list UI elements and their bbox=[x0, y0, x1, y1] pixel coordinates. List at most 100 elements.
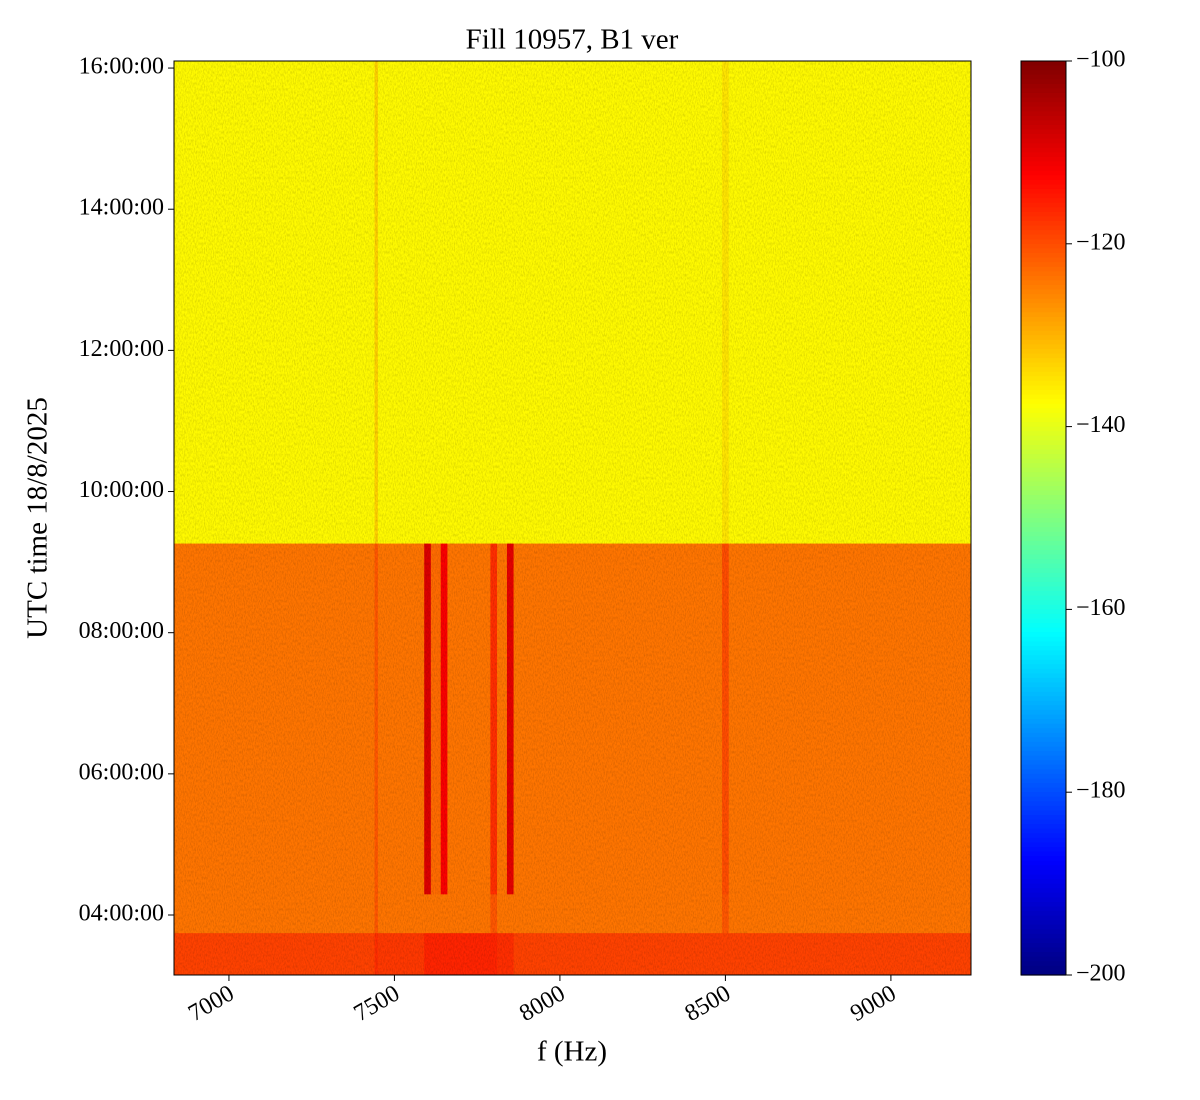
colorbar-step bbox=[1021, 303, 1066, 309]
colorbar-tick-label: −200 bbox=[1076, 961, 1126, 987]
colorbar-step bbox=[1021, 399, 1066, 405]
colorbar-step bbox=[1021, 111, 1066, 117]
colorbar-step bbox=[1021, 819, 1066, 825]
colorbar-step bbox=[1021, 147, 1066, 153]
x-tick-label: 9000 bbox=[846, 980, 901, 1027]
colorbar-step bbox=[1021, 481, 1066, 487]
colorbar-step bbox=[1021, 138, 1066, 144]
x-tick-label: 8000 bbox=[515, 980, 570, 1027]
colorbar-step bbox=[1021, 915, 1066, 921]
colorbar-step bbox=[1021, 243, 1066, 249]
colorbar-step bbox=[1021, 412, 1066, 419]
colorbar-step bbox=[1021, 129, 1066, 135]
colorbar-step bbox=[1021, 632, 1066, 638]
colorbar-step bbox=[1021, 901, 1066, 908]
colorbar-step bbox=[1021, 577, 1066, 583]
colorbar-step bbox=[1021, 79, 1066, 85]
colorbar-step bbox=[1021, 751, 1066, 757]
colorbar-step bbox=[1021, 193, 1066, 199]
colorbar-step bbox=[1021, 773, 1066, 780]
colorbar-step bbox=[1021, 458, 1066, 464]
y-tick-label: 14:00:00 bbox=[79, 195, 164, 221]
colorbar-step bbox=[1021, 728, 1066, 734]
colorbar-step bbox=[1021, 970, 1066, 976]
colorbar-step bbox=[1021, 609, 1066, 615]
colorbar-step bbox=[1021, 755, 1066, 761]
colorbar-step bbox=[1021, 298, 1066, 304]
colorbar-step bbox=[1021, 645, 1066, 652]
colorbar-step bbox=[1021, 376, 1066, 382]
colorbar-step bbox=[1021, 257, 1066, 263]
colorbar-step bbox=[1021, 769, 1066, 775]
colorbar-step bbox=[1021, 444, 1066, 451]
colorbar-step bbox=[1021, 106, 1066, 112]
colorbar-step bbox=[1021, 741, 1066, 748]
colorbar-step bbox=[1021, 385, 1066, 391]
colorbar-step bbox=[1021, 650, 1066, 656]
colorbar-step bbox=[1021, 316, 1066, 323]
colorbar-step bbox=[1021, 358, 1066, 364]
colorbar-step bbox=[1021, 294, 1066, 300]
colorbar-step bbox=[1021, 435, 1066, 441]
colorbar-step bbox=[1021, 495, 1066, 501]
colorbar-step bbox=[1021, 545, 1066, 551]
colorbar-step bbox=[1021, 842, 1066, 848]
colorbar-tick-label: −120 bbox=[1076, 229, 1126, 255]
colorbar-step bbox=[1021, 664, 1066, 670]
colorbar-step bbox=[1021, 705, 1066, 711]
colorbar-step bbox=[1021, 198, 1066, 204]
colorbar-step bbox=[1021, 947, 1066, 953]
colorbar-step bbox=[1021, 230, 1066, 236]
colorbar-step bbox=[1021, 184, 1066, 190]
colorbar-step bbox=[1021, 600, 1066, 606]
colorbar-step bbox=[1021, 326, 1066, 332]
colorbar-step bbox=[1021, 714, 1066, 720]
colorbar-step bbox=[1021, 422, 1066, 428]
noise-texture bbox=[174, 61, 971, 975]
colorbar-step bbox=[1021, 170, 1066, 176]
y-tick-label: 12:00:00 bbox=[79, 336, 164, 362]
colorbar-step bbox=[1021, 746, 1066, 752]
colorbar-step bbox=[1021, 307, 1066, 313]
colorbar-step bbox=[1021, 929, 1066, 935]
colorbar-step bbox=[1021, 568, 1066, 574]
colorbar-step bbox=[1021, 504, 1066, 510]
colorbar-step bbox=[1021, 659, 1066, 665]
colorbar-step bbox=[1021, 312, 1066, 318]
colorbar-step bbox=[1021, 454, 1066, 460]
x-axis-label: f (Hz) bbox=[537, 1036, 607, 1068]
colorbar-step bbox=[1021, 961, 1066, 967]
colorbar bbox=[1021, 61, 1066, 976]
plot-frame bbox=[173, 60, 972, 976]
colorbar-step bbox=[1021, 943, 1066, 949]
colorbar-step bbox=[1021, 933, 1066, 940]
colorbar-step bbox=[1021, 906, 1066, 912]
colorbar-step bbox=[1021, 952, 1066, 958]
y-tick-label: 16:00:00 bbox=[79, 54, 164, 80]
colorbar-step bbox=[1021, 175, 1066, 181]
colorbar-step bbox=[1021, 339, 1066, 345]
colorbar-step bbox=[1021, 815, 1066, 821]
colorbar-step bbox=[1021, 252, 1066, 259]
colorbar-step bbox=[1021, 572, 1066, 579]
colorbar-step bbox=[1021, 668, 1066, 674]
colorbar-step bbox=[1021, 586, 1066, 592]
colorbar-frame bbox=[1020, 60, 1067, 976]
colorbar-step bbox=[1021, 641, 1066, 647]
colorbar-step bbox=[1021, 321, 1066, 327]
colorbar-step bbox=[1021, 833, 1066, 839]
colorbar-step bbox=[1021, 65, 1066, 71]
colorbar-step bbox=[1021, 764, 1066, 770]
colorbar-step bbox=[1021, 70, 1066, 76]
colorbar-step bbox=[1021, 824, 1066, 830]
colorbar-step bbox=[1021, 518, 1066, 524]
colorbar-step bbox=[1021, 810, 1066, 816]
colorbar-step bbox=[1021, 115, 1066, 122]
colorbar-step bbox=[1021, 563, 1066, 569]
colorbar-step bbox=[1021, 353, 1066, 359]
colorbar-step bbox=[1021, 92, 1066, 99]
colorbar-step bbox=[1021, 522, 1066, 528]
colorbar-step bbox=[1021, 97, 1066, 103]
colorbar-tick-label: −160 bbox=[1076, 595, 1126, 621]
colorbar-step bbox=[1021, 408, 1066, 414]
